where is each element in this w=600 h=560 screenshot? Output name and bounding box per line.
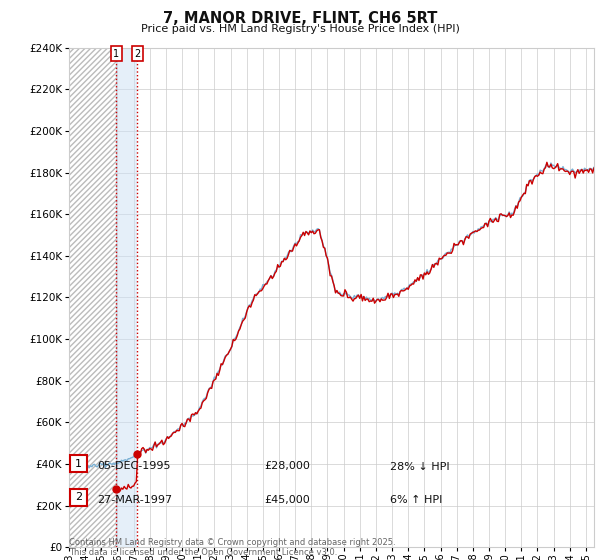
Text: 1: 1 bbox=[113, 49, 119, 59]
Text: 7, MANOR DRIVE, FLINT, CH6 5RT: 7, MANOR DRIVE, FLINT, CH6 5RT bbox=[163, 11, 437, 26]
Text: 6% ↑ HPI: 6% ↑ HPI bbox=[390, 495, 442, 505]
Text: 28% ↓ HPI: 28% ↓ HPI bbox=[390, 461, 449, 472]
Text: Price paid vs. HM Land Registry's House Price Index (HPI): Price paid vs. HM Land Registry's House … bbox=[140, 24, 460, 34]
Text: Contains HM Land Registry data © Crown copyright and database right 2025.
This d: Contains HM Land Registry data © Crown c… bbox=[69, 538, 395, 557]
Text: 2: 2 bbox=[134, 49, 140, 59]
Text: £28,000: £28,000 bbox=[264, 461, 310, 472]
Text: 27-MAR-1997: 27-MAR-1997 bbox=[97, 495, 172, 505]
Text: £45,000: £45,000 bbox=[264, 495, 310, 505]
Text: 05-DEC-1995: 05-DEC-1995 bbox=[97, 461, 171, 472]
Bar bbox=[116, 48, 137, 547]
Text: 2: 2 bbox=[75, 492, 82, 502]
Bar bbox=[69, 48, 116, 547]
Text: 1: 1 bbox=[75, 459, 82, 469]
